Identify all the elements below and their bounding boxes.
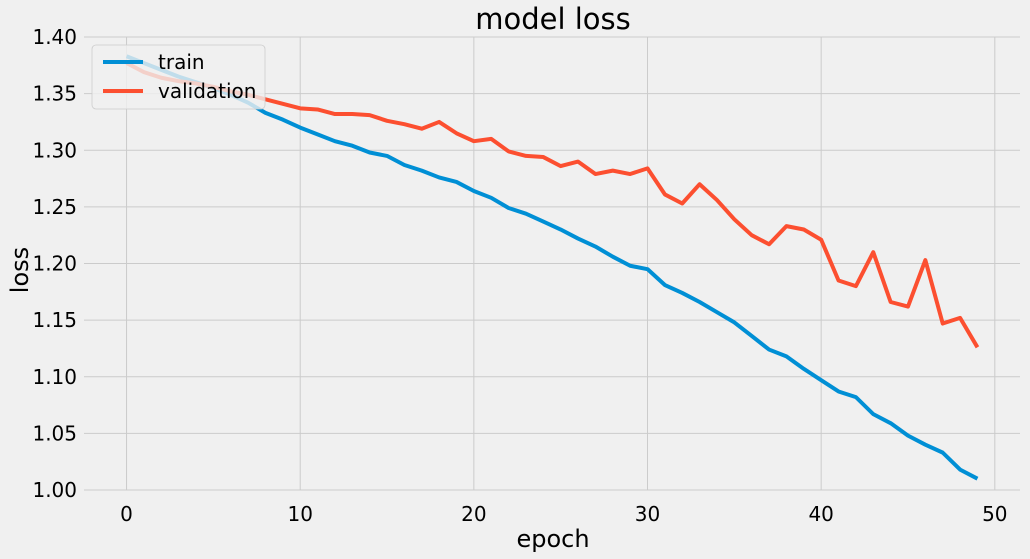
x-tick-label: 10 xyxy=(287,502,312,526)
y-tick-label: 1.00 xyxy=(32,478,77,502)
y-tick-label: 1.20 xyxy=(32,252,77,276)
y-tick-label: 1.25 xyxy=(32,195,77,219)
series-layer xyxy=(125,54,980,481)
x-tick-label: 20 xyxy=(461,502,486,526)
y-tick-label: 1.05 xyxy=(32,421,77,445)
series-line-validation xyxy=(125,61,980,349)
y-tick-label: 1.30 xyxy=(32,138,77,162)
legend-label-train: train xyxy=(158,50,205,74)
y-axis-label: loss xyxy=(6,247,34,293)
x-tick-label: 50 xyxy=(982,502,1007,526)
legend: train validation xyxy=(91,44,266,110)
y-tick-label: 1.10 xyxy=(32,365,77,389)
grid xyxy=(84,36,1020,491)
y-tick-label: 1.15 xyxy=(32,308,77,332)
x-tick-label: 40 xyxy=(808,502,833,526)
x-tick-label: 0 xyxy=(120,502,133,526)
legend-label-validation: validation xyxy=(158,79,256,103)
x-axis-label: epoch xyxy=(516,525,589,553)
y-tick-label: 1.40 xyxy=(32,25,77,49)
x-tick-label: 30 xyxy=(635,502,660,526)
chart-title: model loss xyxy=(475,2,631,36)
series-line-train xyxy=(125,54,979,481)
y-tick-label: 1.35 xyxy=(32,82,77,106)
tick-labels: 0 10 20 30 40 50 1.00 1.05 1.10 1.15 1.20 1.25 1.30 1… xyxy=(32,25,1007,526)
